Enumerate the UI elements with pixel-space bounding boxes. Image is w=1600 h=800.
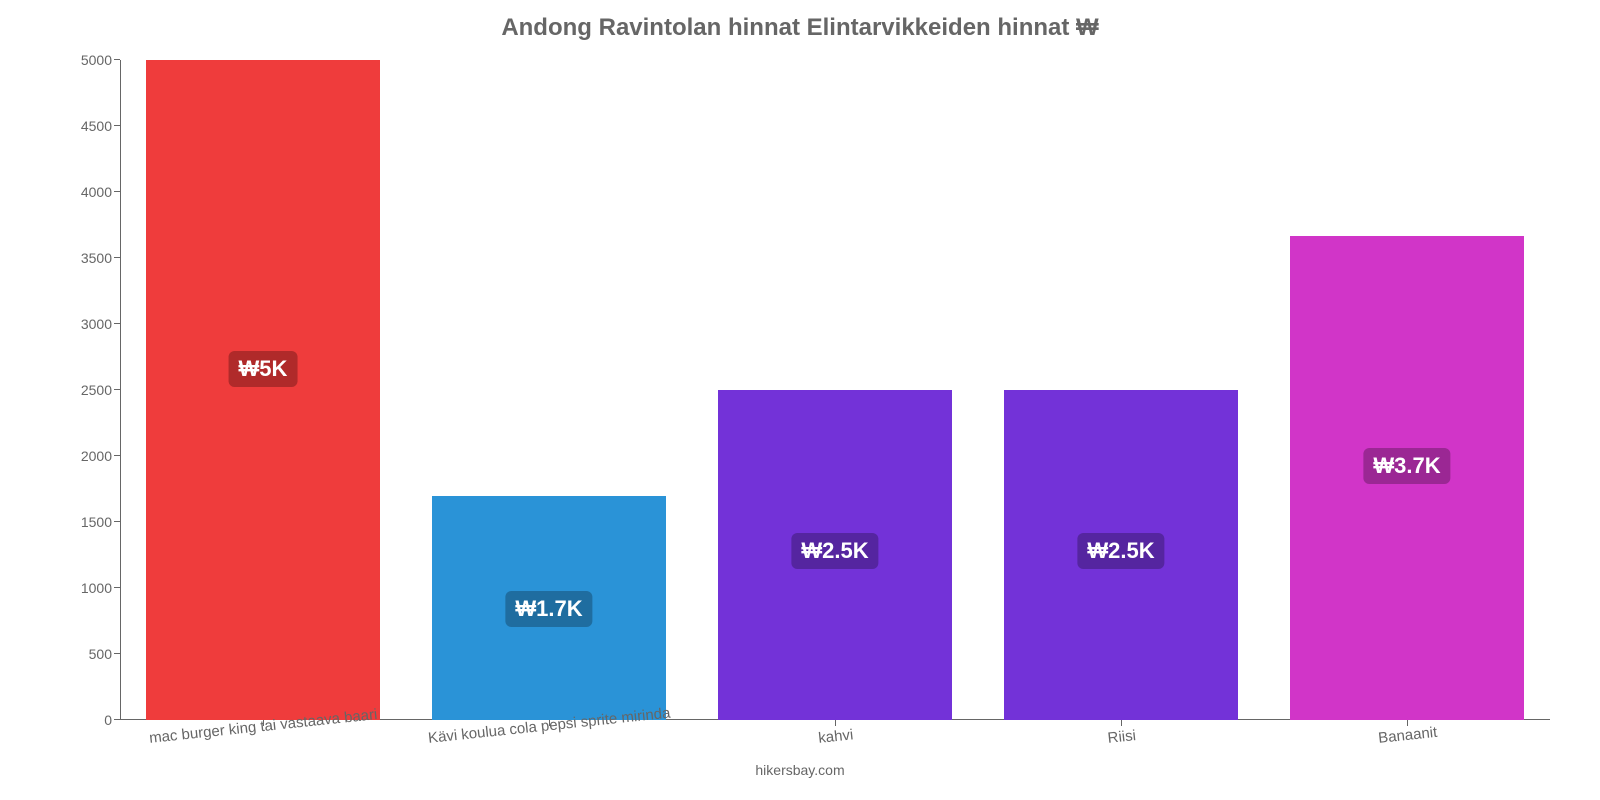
bar-value-label: ₩3.7K — [1363, 448, 1450, 484]
ytick-label: 2000 — [81, 448, 120, 464]
xtick-mark — [835, 720, 836, 726]
bar: ₩5K — [146, 60, 381, 720]
ytick-label: 1000 — [81, 580, 120, 596]
price-bar-chart: Andong Ravintolan hinnat Elintarvikkeide… — [0, 0, 1600, 800]
xtick-mark — [1407, 720, 1408, 726]
xtick-label: Banaanit — [1377, 724, 1438, 747]
ytick-label: 4000 — [81, 184, 120, 200]
xtick-label: Riisi — [1107, 727, 1137, 747]
bar: ₩2.5K — [718, 390, 953, 720]
ytick-label: 5000 — [81, 52, 120, 68]
ytick-label: 4500 — [81, 118, 120, 134]
chart-title: Andong Ravintolan hinnat Elintarvikkeide… — [0, 14, 1600, 42]
ytick-label: 2500 — [81, 382, 120, 398]
xtick-mark — [1121, 720, 1122, 726]
y-axis — [120, 60, 121, 720]
ytick-label: 0 — [104, 712, 120, 728]
bar-value-label: ₩5K — [229, 351, 298, 387]
plot-area: 0500100015002000250030003500400045005000… — [120, 60, 1550, 720]
bar-value-label: ₩2.5K — [1077, 533, 1164, 569]
bar: ₩2.5K — [1004, 390, 1239, 720]
ytick-label: 3000 — [81, 316, 120, 332]
bar: ₩3.7K — [1290, 236, 1525, 720]
ytick-label: 3500 — [81, 250, 120, 266]
bar-value-label: ₩2.5K — [791, 533, 878, 569]
xtick-label: kahvi — [817, 726, 854, 747]
ytick-label: 500 — [89, 646, 120, 662]
ytick-label: 1500 — [81, 514, 120, 530]
bar-value-label: ₩1.7K — [505, 591, 592, 627]
bar: ₩1.7K — [432, 496, 667, 720]
chart-credit: hikersbay.com — [0, 762, 1600, 778]
